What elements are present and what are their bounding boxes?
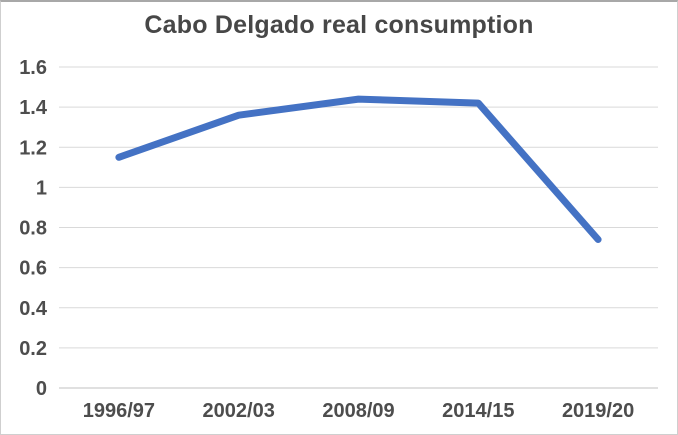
y-tick-label: 0 (36, 378, 47, 400)
x-tick-label: 2002/03 (203, 400, 275, 422)
y-tick-label: 0.2 (19, 338, 47, 360)
x-tick-label: 1996/97 (83, 400, 155, 422)
y-tick-label: 1.4 (19, 97, 48, 119)
y-tick-label: 0.8 (19, 218, 47, 240)
y-tick-label: 1.2 (19, 137, 47, 159)
x-tick-label: 2014/15 (442, 400, 514, 422)
x-tick-label: 2019/20 (562, 400, 634, 422)
y-tick-label: 1 (36, 177, 47, 199)
y-tick-label: 1.6 (19, 57, 47, 79)
chart-title: Cabo Delgado real consumption (144, 11, 534, 39)
x-tick-label: 2008/09 (322, 400, 394, 422)
y-tick-label: 0.6 (19, 258, 47, 280)
y-tick-label: 0.4 (19, 298, 48, 320)
series-line (115, 95, 602, 243)
